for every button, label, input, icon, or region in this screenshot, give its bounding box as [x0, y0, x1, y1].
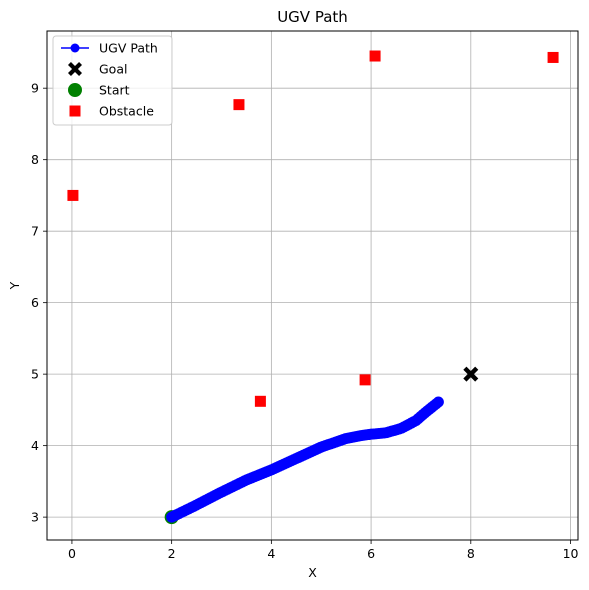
ugv-path-point: [432, 396, 444, 408]
obstacle-marker: [254, 395, 266, 407]
legend-label: UGV Path: [99, 41, 158, 56]
y-tick-label: 9: [31, 81, 39, 96]
x-axis-label: X: [308, 565, 317, 580]
x-tick-label: 10: [563, 546, 579, 561]
y-tick-label: 4: [31, 438, 39, 453]
y-tick-label: 5: [31, 367, 39, 382]
legend-label: Goal: [99, 62, 127, 77]
legend: UGV Path Goal Start Obstacle: [52, 35, 173, 126]
legend-box: [52, 35, 173, 126]
y-tick-label: 8: [31, 152, 39, 167]
x-tick-label: 4: [267, 546, 275, 561]
goal-marker: [463, 366, 479, 382]
obstacle-marker: [547, 51, 559, 63]
x-tick-label: 2: [168, 546, 176, 561]
x-tick-label: 6: [367, 546, 375, 561]
plot-area-frame: [46, 30, 579, 541]
chart-title: UGV Path: [277, 8, 348, 26]
legend-label: Start: [99, 83, 130, 98]
y-tick-label: 3: [31, 510, 39, 525]
legend-start-swatch: [68, 83, 82, 97]
grid: [47, 31, 578, 540]
legend-path-swatch-marker: [70, 43, 80, 53]
y-tick-label: 7: [31, 224, 39, 239]
y-tick-label: 6: [31, 295, 39, 310]
plot-data: [67, 50, 559, 525]
obstacle-marker: [233, 99, 245, 111]
x-tick-label: 0: [68, 546, 76, 561]
legend-goal-swatch: [68, 62, 82, 76]
x-tick-label: 8: [467, 546, 475, 561]
axis-ticks: 0 2 4 6 8 10 3 4 5 6 7 8 9: [31, 81, 578, 561]
y-axis-label: Y: [7, 281, 22, 290]
obstacle-marker: [359, 374, 371, 386]
legend-label: Obstacle: [99, 104, 154, 119]
obstacle-marker: [369, 50, 381, 62]
legend-obstacle-swatch: [69, 105, 81, 117]
obstacle-marker: [67, 189, 79, 201]
